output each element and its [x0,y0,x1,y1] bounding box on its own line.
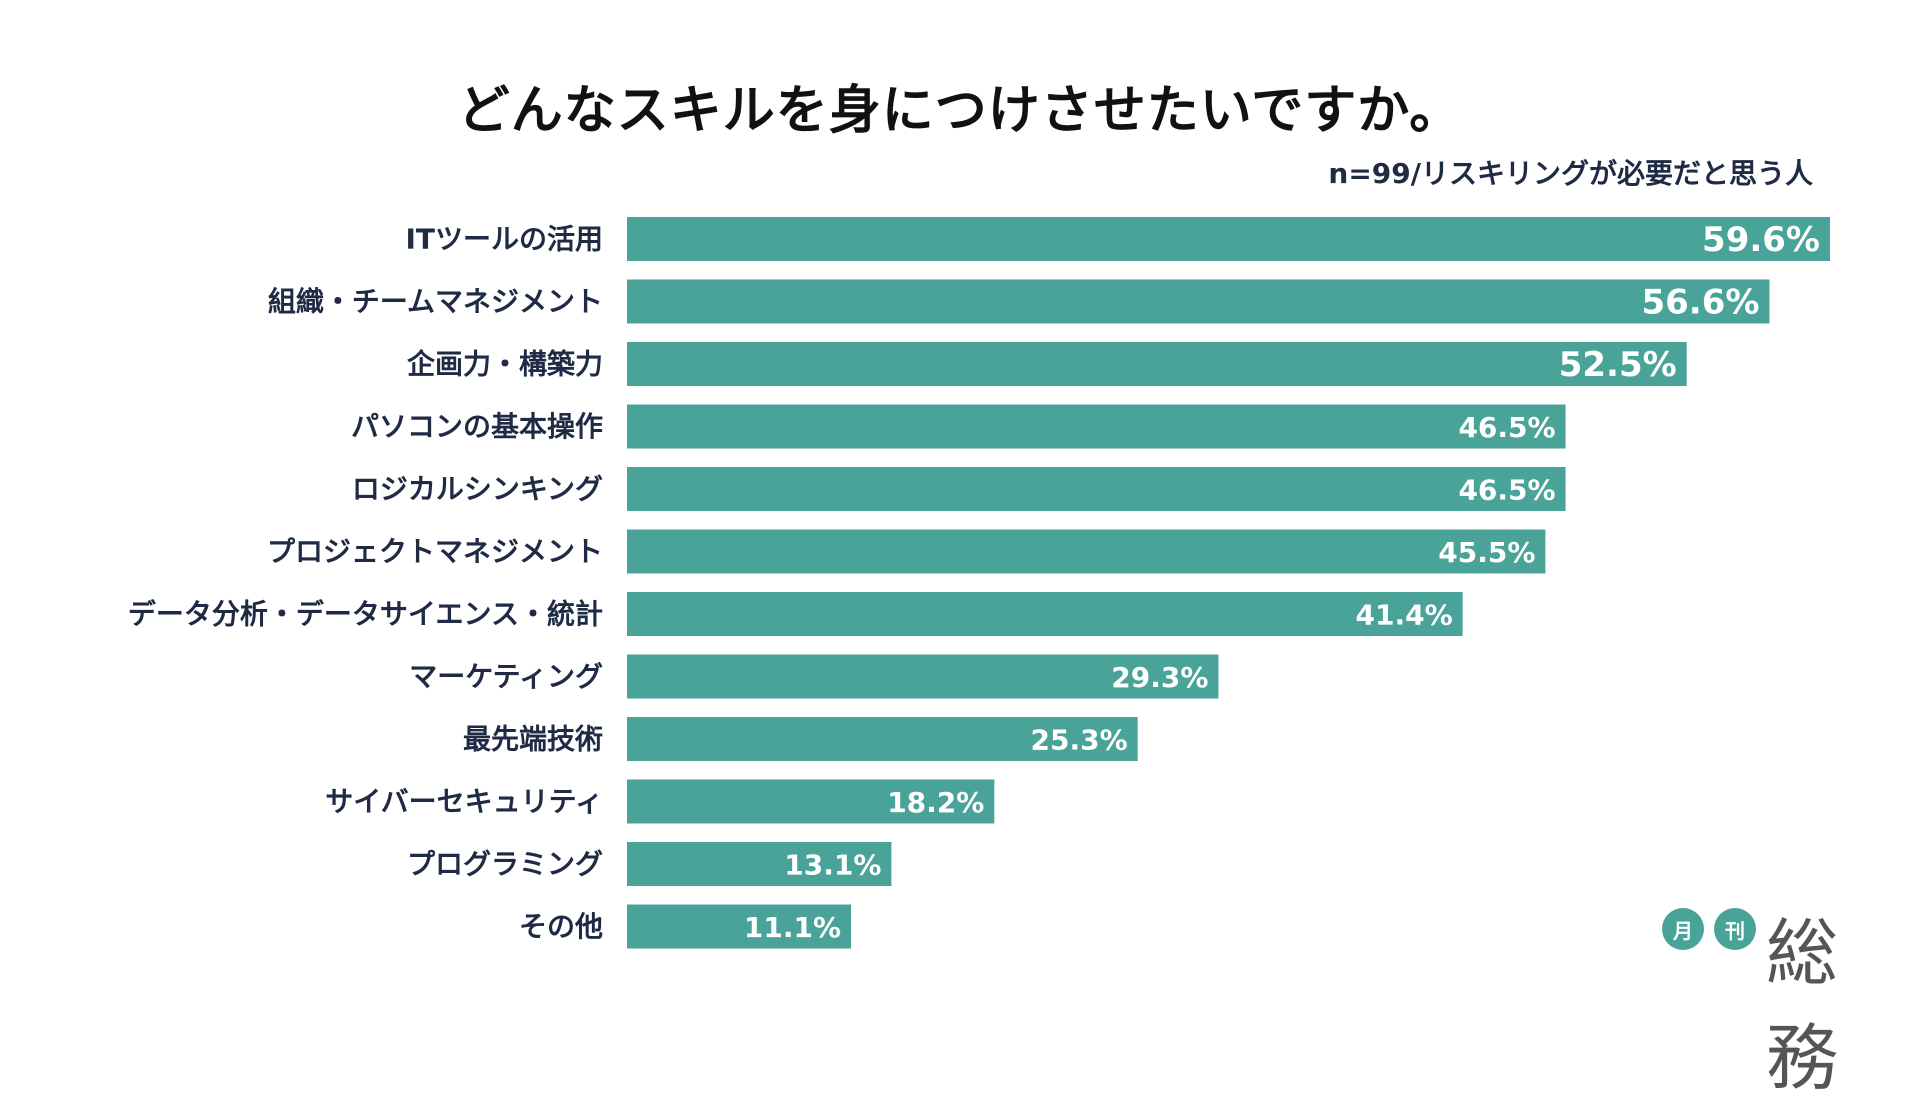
bar [627,654,1219,699]
value-label: 29.3% [1111,661,1208,694]
category-label: 最先端技術 [463,723,603,756]
bar-chart: ITツールの活用 59.6% 組織・チームマネジメント 56.6% 企画力・構築力 52.… [128,217,1830,949]
value-label: 46.5% [1458,411,1555,444]
logo-circle-month: 月 [1662,908,1704,950]
value-label: 59.6% [1702,220,1820,260]
value-label: 46.5% [1458,474,1555,507]
category-label: プログラミング [407,848,603,881]
value-label: 52.5% [1559,345,1677,385]
logo-wordmark: 総務 [1766,911,1838,1100]
bar [627,279,1770,324]
bar [627,467,1566,511]
category-label: ロジカルシンキング [352,473,603,506]
bar [627,529,1546,574]
chart-subtitle: n=99/リスキリングが必要だと思う人 [1328,157,1813,190]
category-label: パソコンの基本操作 [351,410,603,443]
category-label: マーケティング [409,660,603,693]
bar [627,779,995,824]
chart-title: どんなスキルを身につけさせたいですか。 [457,81,1463,141]
category-label: ITツールの活用 [405,223,603,256]
bar [627,404,1566,449]
category-label: 企画力・構築力 [407,348,603,381]
category-label: その他 [519,910,603,943]
category-label: プロジェクトマネジメント [267,535,603,568]
bar [627,217,1830,261]
bar [627,342,1687,386]
bar [627,717,1138,761]
category-label: サイバーセキュリティ [325,785,603,818]
value-label: 25.3% [1031,724,1128,757]
value-label: 41.4% [1356,599,1453,632]
logo-circle-issue: 刊 [1714,908,1756,950]
bar [627,592,1463,636]
category-label: 組織・チームマネジメント [268,285,603,318]
value-label: 18.2% [887,786,984,819]
value-label: 56.6% [1641,283,1759,323]
bar [627,842,892,886]
publisher-logo: 月 刊 総務 [1662,900,1902,1100]
value-label: 13.1% [784,849,881,882]
bar [627,904,852,949]
value-label: 45.5% [1438,536,1535,569]
category-label: データ分析・データサイエンス・統計 [128,598,603,631]
value-label: 11.1% [744,911,841,944]
